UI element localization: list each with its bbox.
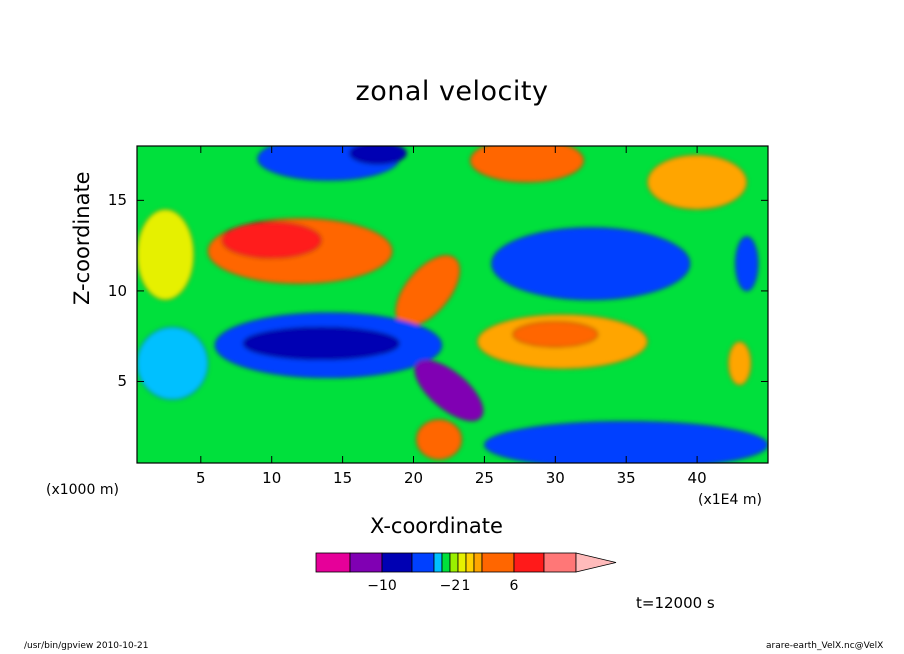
x-axis-unit: (x1E4 m) — [698, 492, 762, 508]
x-tick-label: 5 — [196, 469, 206, 487]
x-tick-label: 25 — [474, 469, 494, 487]
colorbar-swatch — [315, 552, 351, 573]
colorbar-swatch — [473, 552, 483, 573]
colorbar-tick-label: 6 — [509, 578, 519, 594]
colorbar-swatch — [543, 552, 577, 573]
colorbar-tick-label: −2 — [439, 578, 461, 594]
contour-region-surface-blue-right — [484, 421, 768, 463]
contour-region-right-orange-small — [727, 341, 752, 386]
contour-region-upper-blue-core — [349, 146, 407, 165]
plot-frame — [136, 145, 769, 464]
contour-region-descending-purple — [414, 359, 484, 422]
x-axis-label: X-coordinate — [370, 514, 503, 538]
chart-title: zonal velocity — [355, 76, 549, 107]
colorbar-swatch — [513, 552, 545, 573]
colorbar-swatch — [381, 552, 413, 573]
x-tick-label: 20 — [403, 469, 424, 487]
contour-region-mid-orange-core — [512, 321, 599, 348]
colorbar-swatch — [349, 552, 383, 573]
contour-region-left-cyan — [137, 326, 209, 400]
contour-region-mid-blue-right — [491, 227, 691, 301]
x-tick-label: 15 — [333, 469, 353, 487]
footer-left: /usr/bin/gpview 2010-10-21 — [24, 641, 149, 651]
colorbar-swatch — [449, 552, 459, 573]
colorbar-swatch — [411, 552, 435, 573]
contour-region-lower-blue-core — [243, 326, 400, 361]
x-tick-label: 10 — [262, 469, 282, 487]
colorbar-tick-label: −10 — [367, 578, 397, 594]
contour-region-surface-orange — [416, 419, 463, 460]
colorbar-extend-arrow — [575, 552, 617, 573]
contour-region-left-yellow — [137, 209, 195, 301]
time-annotation: t=12000 s — [636, 594, 715, 612]
y-tick-label: 5 — [117, 372, 127, 391]
y-axis-unit: (x1000 m) — [46, 482, 119, 498]
y-tick-label: 10 — [107, 281, 127, 300]
colorbar-swatch — [465, 552, 475, 573]
y-axis-label: Z-coordinate — [70, 171, 94, 305]
colorbar-tick-label: 1 — [461, 578, 471, 594]
contour-region-upper-right-orange — [647, 154, 748, 210]
contour-region-upper-orange-right — [469, 146, 584, 183]
x-tick-label: 35 — [616, 469, 636, 487]
colorbar-swatch — [441, 552, 451, 573]
y-tick-label: 15 — [107, 191, 127, 210]
colorbar-swatch — [481, 552, 515, 573]
colorbar-swatch — [457, 552, 467, 573]
x-tick-label: 30 — [545, 469, 565, 487]
colorbar-swatch — [433, 552, 443, 573]
x-tick-label: 40 — [687, 469, 707, 487]
contour-region-upper-layer-core — [221, 221, 322, 259]
contour-region-right-blue-small — [735, 236, 759, 292]
footer-right: arare-earth_VelX.nc@VelX — [766, 641, 884, 651]
